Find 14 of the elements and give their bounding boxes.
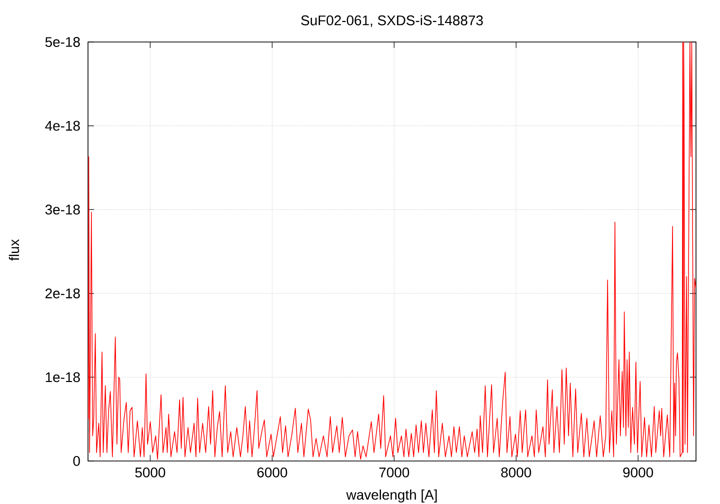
y-tick-label: 1e-18: [46, 372, 80, 382]
x-tick-label: 9000: [623, 468, 654, 478]
y-axis-title: flux: [8, 239, 20, 261]
x-tick-label: 5000: [135, 468, 166, 478]
x-tick-label: 6000: [257, 468, 288, 478]
chart-title: SuF02-061, SXDS-iS-148873: [301, 15, 483, 27]
y-tick-label: 0: [73, 456, 80, 466]
x-tick-label: 8000: [501, 468, 532, 478]
x-tick-label: 7000: [379, 468, 410, 478]
y-tick-label: 2e-18: [46, 288, 80, 298]
x-axis-title: wavelength [A]: [346, 489, 437, 502]
y-tick-label: 4e-18: [45, 120, 80, 131]
y-tick-label: 3e-18: [45, 204, 80, 215]
y-tick-label: 5e-18: [45, 37, 80, 47]
